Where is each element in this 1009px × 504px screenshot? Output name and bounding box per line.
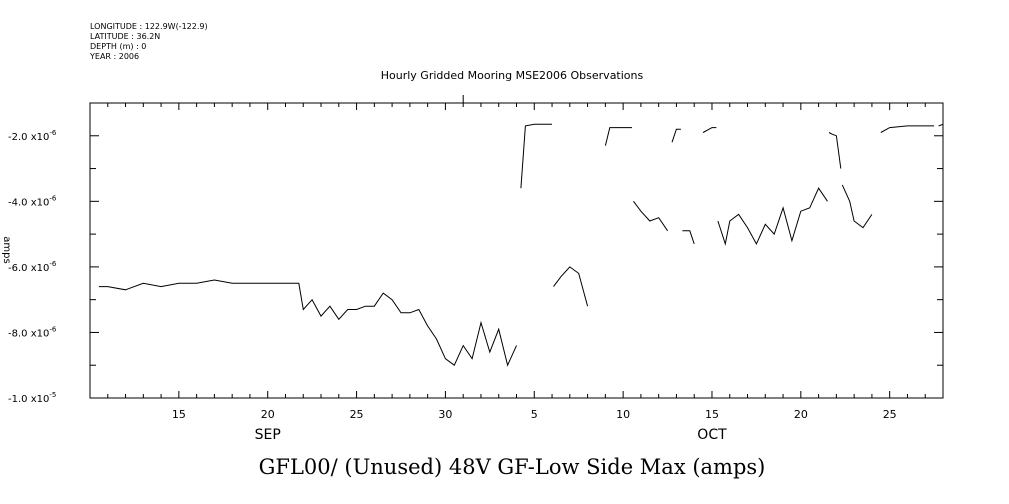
series-line-segment [553, 266, 589, 307]
y-tick-label: -4.0 x10-6 [8, 194, 57, 208]
series-line-segment [633, 201, 669, 232]
y-tick-label: -2.0 x10-6 [8, 129, 57, 143]
y-axis: -2.0 x10-6 -4.0 x10-6 -6.0 x10-6 -8.0 x10-6… [8, 102, 943, 405]
series-line-segment [841, 184, 873, 229]
x-tick-label: 25 [350, 408, 364, 421]
y-axis-label: amps [1, 236, 12, 263]
series-line-segment [717, 187, 828, 246]
variable-caption: GFL00/ (Unused) 48V GF-Low Side Max (amp… [258, 455, 766, 479]
chart-title: Hourly Gridded Mooring MSE2006 Observati… [380, 69, 644, 82]
series-line-segment [604, 127, 632, 146]
x-month-label: OCT [697, 427, 727, 443]
x-tick-label: 15 [705, 408, 719, 421]
series-line-segment [682, 230, 695, 245]
series-line-segment [938, 123, 944, 127]
x-month-label: SEP [255, 427, 281, 443]
longitude-label: LONGITUDE : 122.9W(-122.9) [90, 22, 208, 31]
x-tick-label: 20 [794, 408, 808, 421]
series-line-segment [880, 125, 935, 133]
year-label: YEAR : 2006 [90, 52, 140, 61]
x-tick-label: 5 [531, 408, 538, 421]
x-tick-label: 15 [172, 408, 186, 421]
series-line-segment [702, 127, 717, 133]
series-line-segment [520, 123, 552, 189]
mooring-metadata: LONGITUDE : 122.9W(-122.9) LATITUDE : 36… [90, 22, 208, 62]
x-axis: 15 20 25 30 5 10 15 20 25 SEP OCT [89, 95, 944, 443]
x-tick-label: 10 [616, 408, 630, 421]
y-tick-label: -6.0 x10-6 [8, 260, 57, 274]
latitude-label: LATITUDE : 36.2N [90, 32, 161, 41]
x-tick-label: 30 [438, 408, 452, 421]
y-tick-label: -8.0 x10-6 [8, 325, 57, 339]
data-series [98, 123, 944, 367]
y-tick-label: -1.0 x10-5 [8, 391, 56, 405]
plot-frame [89, 102, 944, 399]
depth-label: DEPTH (m) : 0 [90, 42, 147, 51]
series-line-segment [671, 128, 681, 143]
series-line-segment [828, 132, 842, 169]
x-tick-label: 25 [883, 408, 897, 421]
series-line-segment [98, 279, 517, 367]
x-tick-label: 20 [261, 408, 275, 421]
